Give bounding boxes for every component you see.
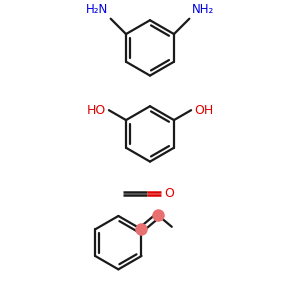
Text: H₂N: H₂N bbox=[85, 3, 108, 16]
Text: HO: HO bbox=[87, 104, 106, 117]
Text: NH₂: NH₂ bbox=[192, 3, 214, 16]
Text: OH: OH bbox=[194, 104, 213, 117]
Text: O: O bbox=[164, 187, 174, 200]
